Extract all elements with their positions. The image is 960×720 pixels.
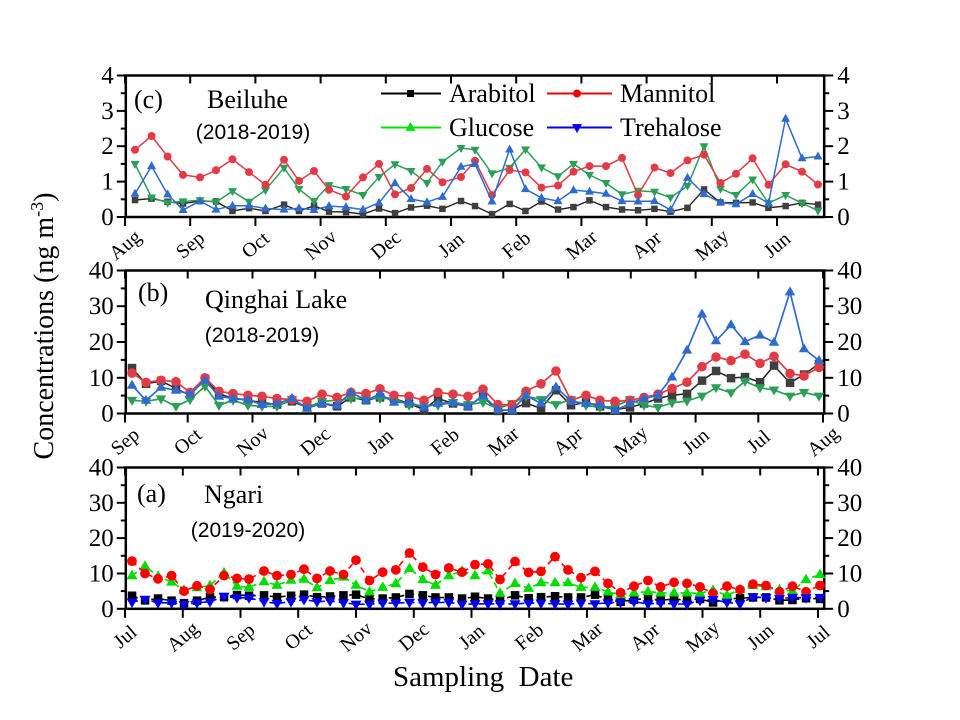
svg-text:Ngari: Ngari: [204, 480, 263, 509]
svg-text:Concentrations (ng m-3): Concentrations (ng m-3): [27, 193, 60, 460]
svg-text:3: 3: [837, 98, 850, 125]
svg-text:(2018-2019): (2018-2019): [205, 324, 319, 347]
svg-text:10: 10: [89, 561, 114, 588]
svg-text:0: 0: [101, 401, 114, 428]
svg-text:1: 1: [837, 169, 850, 196]
svg-text:(a): (a): [137, 479, 166, 508]
svg-text:Beiluhe: Beiluhe: [207, 85, 288, 114]
svg-text:2: 2: [101, 133, 114, 160]
svg-text:(2019-2020): (2019-2020): [191, 519, 305, 542]
svg-text:30: 30: [837, 490, 862, 517]
svg-text:0: 0: [101, 596, 114, 623]
svg-text:10: 10: [89, 365, 114, 392]
svg-text:20: 20: [837, 329, 862, 356]
svg-text:Glucose: Glucose: [449, 113, 534, 142]
svg-text:20: 20: [837, 525, 862, 552]
svg-text:40: 40: [837, 258, 862, 285]
svg-text:30: 30: [89, 293, 114, 320]
svg-text:Sampling Date: Sampling Date: [393, 661, 573, 693]
svg-text:Arabitol: Arabitol: [449, 79, 536, 108]
svg-text:20: 20: [89, 329, 114, 356]
svg-text:0: 0: [837, 596, 850, 623]
svg-text:(b): (b): [138, 278, 168, 307]
svg-text:30: 30: [837, 293, 862, 320]
svg-text:4: 4: [837, 63, 850, 90]
svg-text:30: 30: [89, 490, 114, 517]
svg-text:40: 40: [837, 455, 862, 482]
svg-text:20: 20: [89, 525, 114, 552]
svg-text:3: 3: [101, 98, 114, 125]
svg-text:(c): (c): [134, 85, 163, 114]
svg-text:10: 10: [837, 365, 862, 392]
svg-text:10: 10: [837, 561, 862, 588]
svg-text:Qinghai Lake: Qinghai Lake: [205, 285, 347, 314]
svg-text:0: 0: [837, 401, 850, 428]
svg-text:4: 4: [101, 63, 114, 90]
svg-text:0: 0: [837, 204, 850, 231]
svg-text:(2018-2019): (2018-2019): [196, 121, 310, 144]
svg-text:2: 2: [837, 133, 850, 160]
svg-text:40: 40: [89, 258, 114, 285]
svg-text:Mannitol: Mannitol: [620, 79, 715, 108]
svg-text:40: 40: [89, 455, 114, 482]
svg-text:Trehalose: Trehalose: [620, 113, 722, 142]
svg-text:0: 0: [101, 204, 114, 231]
svg-text:1: 1: [101, 169, 114, 196]
